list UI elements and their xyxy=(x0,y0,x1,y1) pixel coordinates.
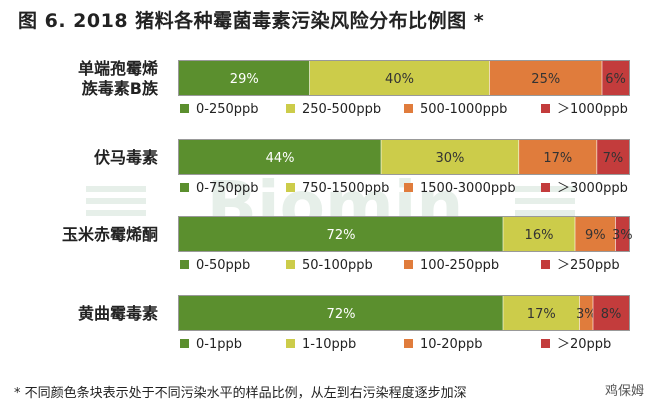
legend-label: 250-500ppb xyxy=(302,102,381,117)
legend-label: 10-20ppb xyxy=(420,337,483,352)
bar-segment xyxy=(596,140,629,174)
bar-segment xyxy=(503,217,575,251)
legend-swatch xyxy=(404,260,413,269)
watermark-stripe xyxy=(86,210,146,216)
segment-value-label: 3% xyxy=(612,228,633,243)
segment-value-label: 9% xyxy=(585,228,606,243)
legend-swatch xyxy=(180,183,189,192)
segment-value-label: 30% xyxy=(435,151,464,166)
segment-value-label: 6% xyxy=(605,72,626,87)
footnote: * 不同颜色条块表示处于不同污染水平的样品比例，从左到右污染程度逐步加深 xyxy=(14,386,467,401)
legend-label: 100-250ppb xyxy=(420,258,499,273)
segment-value-label: 17% xyxy=(543,151,572,166)
legend-swatch xyxy=(541,183,550,192)
bar-segment xyxy=(179,296,503,330)
bar-segment xyxy=(489,61,602,95)
legend-swatch xyxy=(541,104,550,113)
legend-label: ＞3000ppb xyxy=(557,181,628,196)
category-label: 玉米赤霉烯酮 xyxy=(62,225,158,244)
legend-label: ＞1000ppb xyxy=(557,102,628,117)
category-label: 伏马毒素 xyxy=(94,148,158,167)
bar-segment xyxy=(503,296,580,330)
category-label: 黄曲霉毒素 xyxy=(78,304,158,323)
legend-swatch xyxy=(180,339,189,348)
legend-swatch xyxy=(286,183,295,192)
category-label: 族毒素B族 xyxy=(82,79,159,98)
legend-swatch xyxy=(286,339,295,348)
legend-label: 1-10ppb xyxy=(302,337,356,352)
legend-swatch xyxy=(541,339,550,348)
bar-outline xyxy=(178,139,630,175)
legend-swatch xyxy=(180,260,189,269)
bar-segment xyxy=(518,140,597,174)
legend-swatch xyxy=(541,260,550,269)
category-label: 单端孢霉烯 xyxy=(78,59,158,78)
watermark-stripe xyxy=(515,198,575,204)
segment-value-label: 25% xyxy=(531,72,560,87)
bar-segment xyxy=(602,61,629,95)
segment-value-label: 3% xyxy=(576,307,597,322)
legend-label: ＞20ppb xyxy=(557,337,611,352)
bar-group: 黄曲霉毒素 72% 17% 3% 8% 0-1ppb 1-10ppb 10-20ppb ＞20p… xyxy=(78,295,630,352)
segment-value-label: 16% xyxy=(525,228,554,243)
bar-outline xyxy=(178,295,630,331)
legend-label: 50-100ppb xyxy=(302,258,373,273)
legend-swatch xyxy=(286,104,295,113)
bar-segment xyxy=(615,217,629,251)
segment-value-label: 17% xyxy=(527,307,556,322)
bar-segment xyxy=(381,140,519,174)
segment-value-label: 40% xyxy=(385,72,414,87)
bar-group: 伏马毒素 44% 30% 17% 7% 0-750ppb 750-1500ppb 1500-3… xyxy=(94,139,630,196)
legend-label: 0-750ppb xyxy=(196,181,259,196)
segment-value-label: 8% xyxy=(601,307,622,322)
legend-swatch xyxy=(404,104,413,113)
watermark-credit: 鸡保姆 xyxy=(604,384,644,399)
legend-label: 0-250ppb xyxy=(196,102,259,117)
segment-value-label: 44% xyxy=(266,151,295,166)
bar-group: 玉米赤霉烯酮 72% 16% 9% 3% 0-50ppb 50-100ppb 100-250p… xyxy=(62,216,633,273)
bar-outline xyxy=(178,60,630,96)
bar-segment xyxy=(179,217,503,251)
legend-label: 500-1000ppb xyxy=(420,102,507,117)
legend-swatch xyxy=(180,104,189,113)
segment-value-label: 7% xyxy=(603,151,624,166)
legend-label: 1500-3000ppb xyxy=(420,181,516,196)
watermark-stripe xyxy=(515,210,575,216)
bar-segment xyxy=(179,61,310,95)
bar-segment xyxy=(575,217,616,251)
watermark-stripe xyxy=(86,198,146,204)
bar-segment xyxy=(593,296,629,330)
legend-label: 0-50ppb xyxy=(196,258,250,273)
bar-outline xyxy=(178,216,630,252)
legend-label: ＞250ppb xyxy=(557,258,620,273)
bar-segment xyxy=(309,61,490,95)
bar-segment xyxy=(179,140,382,174)
segment-value-label: 29% xyxy=(230,72,259,87)
legend-label: 750-1500ppb xyxy=(302,181,389,196)
segment-value-label: 72% xyxy=(327,228,356,243)
bar-segment xyxy=(579,296,593,330)
watermark-stripe xyxy=(86,186,146,192)
legend-swatch xyxy=(404,183,413,192)
chart-title: 图 6. 2018 猪料各种霉菌毒素污染风险分布比例图 * xyxy=(18,10,485,32)
legend-swatch xyxy=(286,260,295,269)
legend-swatch xyxy=(404,339,413,348)
segment-value-label: 72% xyxy=(327,307,356,322)
legend-label: 0-1ppb xyxy=(196,337,242,352)
